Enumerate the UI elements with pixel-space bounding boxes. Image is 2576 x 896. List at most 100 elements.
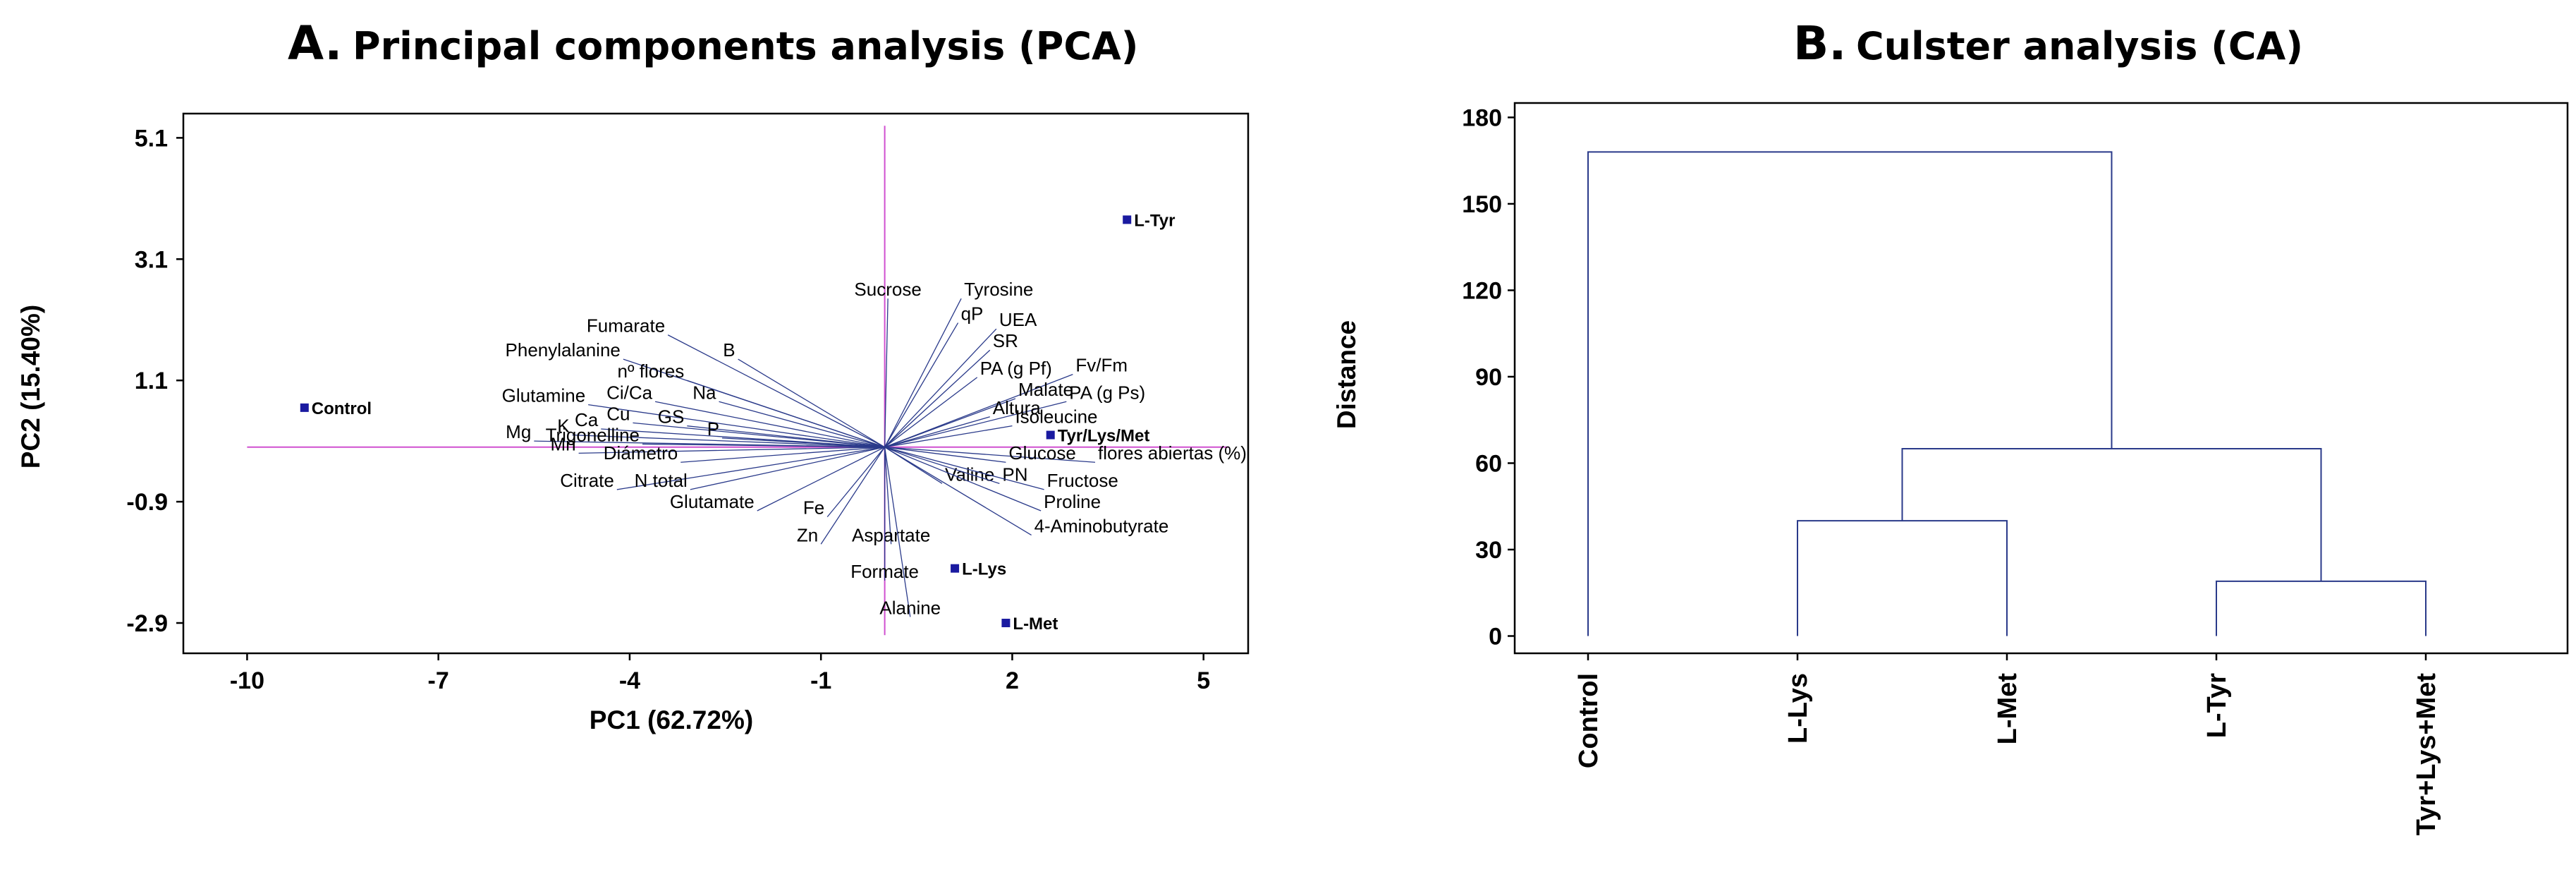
leaf-label-l-tyr: L-Tyr <box>2202 673 2232 738</box>
variable-label-sucrose: Sucrose <box>854 279 921 300</box>
variable-label-glucose: Glucose <box>1008 442 1075 464</box>
loading-vector-fv-fm <box>884 374 1073 448</box>
loading-vector-ci-ca <box>654 401 885 448</box>
loading-vector-sucrose <box>884 298 889 447</box>
observation-point-l-tyr <box>1123 215 1132 224</box>
variable-label-fumarate: Fumarate <box>587 315 665 337</box>
observation-point-l-lys <box>951 564 960 573</box>
variable-label-proline: Proline <box>1044 491 1101 512</box>
variable-label-formate: Formate <box>850 561 919 582</box>
observation-point-control <box>300 403 309 412</box>
loading-vector-zn <box>820 447 886 545</box>
loading-vector-flores-abiertas <box>884 447 1096 463</box>
ca-y-tick-label: 90 <box>1475 364 1502 391</box>
observation-label-control: Control <box>312 399 372 418</box>
variable-label-sr: SR <box>993 330 1018 351</box>
variable-label-glutamate: Glutamate <box>670 491 755 512</box>
loading-vector-uea <box>884 328 997 448</box>
variable-label-aspartate: Aspartate <box>852 524 930 545</box>
pca-y-tick-label: 1.1 <box>135 368 168 394</box>
loading-vector-glutamate <box>757 447 885 511</box>
loading-vector-na <box>719 401 885 448</box>
variable-label-tyrosine: Tyrosine <box>964 279 1033 300</box>
observation-point-l-met <box>1001 619 1011 628</box>
pca-y-tick-label: 3.1 <box>135 246 168 273</box>
variable-label-fe: Fe <box>803 497 824 519</box>
ca-y-tick-label: 60 <box>1475 450 1502 477</box>
observation-label-l-tyr: L-Tyr <box>1134 211 1175 230</box>
pca-y-tick-label: 5.1 <box>135 125 168 152</box>
pca-x-axis-label: PC1 (62.72%) <box>590 706 753 734</box>
variable-label-phenylalanine: Phenylalanine <box>506 339 621 361</box>
ca-y-tick-label: 0 <box>1489 623 1502 650</box>
loading-vector-pa-g-pf <box>884 377 978 448</box>
loading-vector-pn <box>884 447 1000 484</box>
variable-label-k: K <box>557 416 570 437</box>
pca-panel: A. Principal components analysis (PCA) -… <box>16 16 1250 734</box>
variable-label-pa-g-ps: PA (g Ps) <box>1069 382 1145 403</box>
loading-vector-altura <box>884 416 990 448</box>
variable-label-cu: Cu <box>606 403 630 424</box>
loading-vector-alanine <box>884 447 911 617</box>
variable-label-uea: UEA <box>999 309 1037 330</box>
loading-vector-mn <box>578 447 885 454</box>
variable-label-fructose: Fructose <box>1047 470 1118 491</box>
variable-label-ci-ca: Ci/Ca <box>606 382 653 403</box>
ca-title: Culster analysis (CA) <box>1856 24 2303 68</box>
loading-vector-p <box>722 437 885 448</box>
loading-vector-fructose <box>884 447 1044 490</box>
loading-vector-glucose <box>884 447 1006 463</box>
pca-x-tick-label: -10 <box>230 667 264 694</box>
variable-label-fv-fm: Fv/Fm <box>1075 355 1128 376</box>
variable-label-na: Na <box>692 382 716 403</box>
variable-label-n-flores: nº flores <box>618 361 685 382</box>
loading-vector-4-aminobutyrate <box>884 447 1032 535</box>
ca-title-prefix: B. <box>1793 16 1846 71</box>
variable-label-mn: Mn <box>550 433 575 454</box>
ca-y-tick-label: 30 <box>1475 537 1502 564</box>
variable-label-di-metro: Diámetro <box>604 442 678 464</box>
variable-label-malate: Malate <box>1018 379 1073 400</box>
leaf-label-control: Control <box>1574 673 1604 768</box>
pca-y-tick-label: -0.9 <box>126 489 168 516</box>
variable-label-mg: Mg <box>506 421 531 442</box>
variable-label-glutamine: Glutamine <box>502 385 586 406</box>
dendrogram-branch-treatments <box>1901 448 2322 581</box>
ca-y-axis-label: Distance <box>1332 320 1361 429</box>
loading-vector-cu <box>633 422 885 448</box>
variable-label-gs: GS <box>658 406 685 428</box>
observation-label-l-met: L-Met <box>1013 615 1058 634</box>
pca-x-tick-label: -4 <box>619 667 640 694</box>
loading-vector-proline <box>884 447 1042 511</box>
loading-vector-isoleucine <box>884 425 1013 448</box>
pca-plot-area: -10 -7 -4 -1 2 5 5.1 3.1 1.1 -0.9 -2.9 Sucrose Tyros… <box>126 125 1247 694</box>
variable-label-citrate: Citrate <box>560 470 614 491</box>
variable-label-ca: Ca <box>575 409 599 430</box>
loading-vector-pa-g-ps <box>884 401 1067 448</box>
ca-plot-frame <box>1513 102 2569 655</box>
ca-y-tick-label: 180 <box>1462 104 1502 131</box>
loading-vector-b <box>738 358 885 448</box>
loading-vector-fe <box>826 447 886 518</box>
loading-vector-glutamine <box>588 404 885 448</box>
variable-label-p: P <box>707 418 719 440</box>
loading-vector-fumarate <box>667 334 885 448</box>
ca-y-tick-label: 150 <box>1462 191 1502 218</box>
variable-label-isoleucine: Isoleucine <box>1015 406 1097 428</box>
loading-vector-qp <box>884 322 959 448</box>
loading-vector-sr <box>884 349 991 448</box>
variable-label-n-total: N total <box>635 470 688 491</box>
ca-plot-area: 0 30 60 90 120 150 180 Control L-Lys L-Met L-Tyr Ty… <box>1462 104 2441 835</box>
loading-vector-n-flores <box>687 380 885 448</box>
variable-label-pa-g-pf: PA (g Pf) <box>980 358 1052 379</box>
variable-label-altura: Altura <box>993 397 1041 418</box>
variable-label-zn: Zn <box>797 524 818 545</box>
observation-label-l-lys: L-Lys <box>962 560 1006 579</box>
dendrogram-branch-ltyr-tyrlysmet <box>2216 580 2427 636</box>
pca-title: Principal components analysis (PCA) <box>353 24 1138 68</box>
pca-x-tick-label: -7 <box>428 667 449 694</box>
variable-label-qp: qP <box>961 303 984 325</box>
variable-label-trigonelline: Trigonelline <box>546 424 640 445</box>
variable-label-b: B <box>723 339 735 361</box>
